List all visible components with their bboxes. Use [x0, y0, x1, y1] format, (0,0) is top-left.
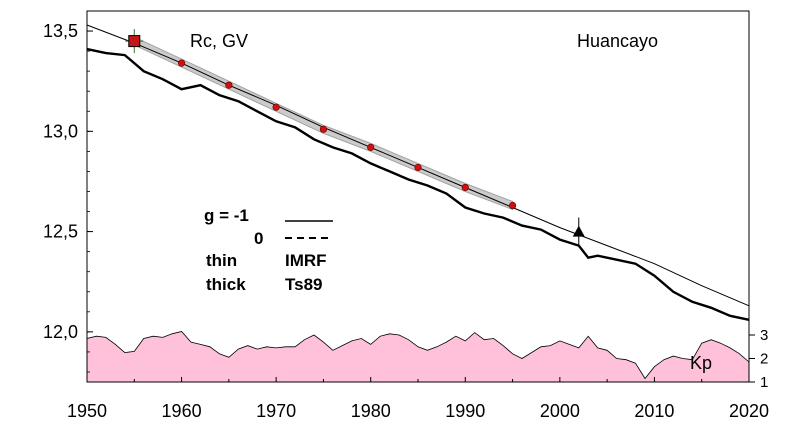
x-tick-label: 1960 [162, 401, 202, 421]
reference-point [319, 125, 328, 133]
reference-point [508, 201, 517, 210]
y-tick-label: 13,0 [43, 121, 78, 141]
kp-area [86, 331, 750, 383]
x-tick-label: 1970 [256, 401, 296, 421]
kp-tick-label: 1 [760, 374, 768, 391]
measurement-markers [125, 29, 585, 246]
reference-point [177, 59, 186, 67]
legend-ts89-label: Ts89 [285, 275, 323, 294]
legend-thick-label: thick [206, 275, 246, 294]
reference-point [414, 163, 422, 172]
kp-label: Kp [690, 353, 712, 373]
legend: g = -1 0 thin IMRF thick Ts89 [204, 206, 333, 294]
legend-g-label: g = -1 [204, 206, 249, 225]
x-tick-label: 2020 [729, 401, 769, 421]
square-marker [128, 35, 141, 48]
kp-axis: 1 2 3 [749, 327, 768, 391]
y-tick-label: 12,0 [43, 322, 78, 342]
x-tick-label: 1980 [351, 401, 391, 421]
triangle-marker [572, 225, 585, 237]
legend-imrf-label: IMRF [285, 251, 327, 270]
series-thick-line [86, 47, 750, 321]
y-tick-label: 13,5 [43, 21, 78, 41]
reference-point [367, 143, 375, 151]
legend-thin-label: thin [206, 251, 237, 270]
reference-point [272, 103, 280, 111]
x-tick-label: 2000 [540, 401, 580, 421]
y-tick-label: 12,5 [43, 222, 78, 242]
x-tick-label: 1990 [445, 401, 485, 421]
x-axis: 1950 1960 1970 1980 1990 2000 2010 2020 [67, 377, 769, 421]
reference-point [461, 183, 469, 192]
reference-points [177, 59, 517, 210]
y-axis: 12,0 12,5 13,0 13,5 [43, 10, 93, 373]
kp-tick-label: 3 [760, 327, 768, 344]
x-tick-label: 2010 [634, 401, 674, 421]
legend-zero-label: 0 [254, 229, 263, 248]
kp-tick-label: 2 [760, 351, 768, 368]
chart-title-left: Rc, GV [190, 31, 248, 51]
chart-title-right: Huancayo [577, 31, 658, 51]
reference-point [225, 81, 233, 89]
x-tick-label: 1950 [67, 401, 107, 421]
